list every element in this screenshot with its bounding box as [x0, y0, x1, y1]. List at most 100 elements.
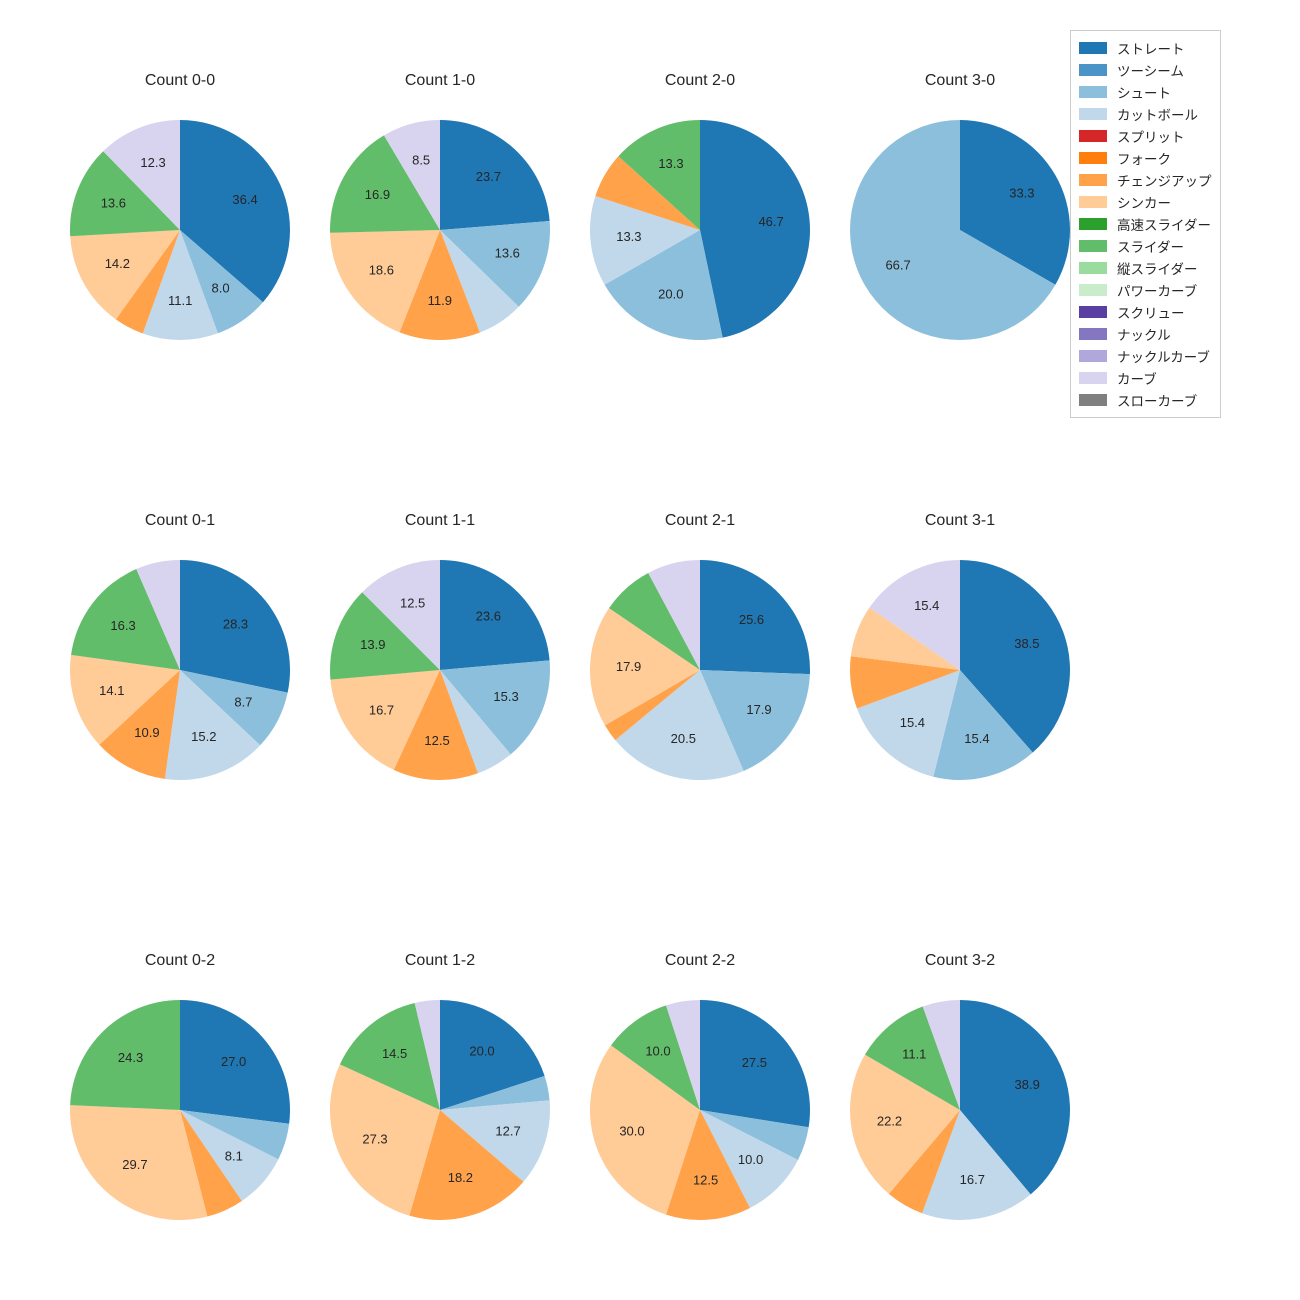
pie-value-label: 12.7: [495, 1123, 520, 1138]
pie-value-label: 20.0: [469, 1044, 494, 1059]
pie-value-label: 16.9: [365, 187, 390, 202]
legend-item: チェンジアップ: [1079, 169, 1212, 191]
legend-label: ナックルカーブ: [1117, 346, 1210, 366]
pie-value-label: 12.3: [140, 155, 165, 170]
chart-title: Count 1-0: [320, 72, 560, 90]
legend-swatch: [1079, 108, 1107, 120]
pie-value-label: 14.1: [99, 683, 124, 698]
legend-item: スクリュー: [1079, 301, 1212, 323]
legend-item: ナックル: [1079, 323, 1212, 345]
legend-label: フォーク: [1117, 148, 1171, 168]
legend-label: スプリット: [1117, 126, 1185, 146]
pie-value-label: 20.0: [658, 287, 683, 302]
legend-swatch: [1079, 240, 1107, 252]
pie-value-label: 8.5: [412, 152, 430, 167]
pie-value-label: 11.1: [902, 1046, 926, 1061]
pie-value-label: 14.5: [382, 1046, 407, 1061]
pie-value-label: 13.9: [360, 637, 385, 652]
pie-value-label: 25.6: [739, 612, 764, 627]
legend-swatch: [1079, 284, 1107, 296]
chart-title: Count 2-2: [580, 952, 820, 970]
pie-value-label: 18.6: [369, 262, 394, 277]
pie-value-label: 38.9: [1015, 1077, 1040, 1092]
pie-value-label: 13.6: [101, 196, 126, 211]
pie-value-label: 8.7: [234, 694, 252, 709]
legend-label: カットボール: [1117, 104, 1198, 124]
chart-title: Count 0-2: [60, 952, 300, 970]
legend-label: 高速スライダー: [1117, 214, 1211, 234]
legend-swatch: [1079, 218, 1107, 230]
legend-swatch: [1079, 130, 1107, 142]
pie-value-label: 12.5: [693, 1173, 718, 1188]
legend-item: 高速スライダー: [1079, 213, 1212, 235]
pie-chart: 46.720.013.313.3: [570, 100, 830, 360]
pie-value-label: 29.7: [122, 1157, 147, 1172]
legend-swatch: [1079, 372, 1107, 384]
legend-swatch: [1079, 152, 1107, 164]
pie-chart: 28.38.715.210.914.116.3: [50, 540, 310, 800]
pie-value-label: 12.5: [400, 595, 425, 610]
legend-item: ナックルカーブ: [1079, 345, 1212, 367]
pie-value-label: 10.0: [738, 1152, 763, 1167]
pie-slice: [700, 120, 810, 338]
chart-title: Count 3-1: [840, 512, 1080, 530]
pie-value-label: 8.0: [212, 280, 230, 295]
pie-chart: 38.9 16.7 22.2 11.1: [830, 980, 1090, 1240]
pie-wrapper: 38.9 16.7 22.2 11.1: [830, 980, 1070, 1220]
pie-value-label: 10.0: [645, 1044, 670, 1059]
chart-title: Count 0-1: [60, 512, 300, 530]
legend-swatch: [1079, 350, 1107, 362]
pie-value-label: 27.5: [742, 1055, 767, 1070]
pie-value-label: 16.7: [960, 1172, 985, 1187]
figure-stage: Count 0-0 36.4 8.0 11.1 14.2 13.6 12.3 Count 1-…: [0, 0, 1300, 1300]
chart-title: Count 2-0: [580, 72, 820, 90]
pie-wrapper: 33.366.7: [830, 100, 1070, 340]
pie-value-label: 22.2: [877, 1114, 902, 1129]
chart-title: Count 0-0: [60, 72, 300, 90]
legend-item: ストレート: [1079, 37, 1212, 59]
legend-label: パワーカーブ: [1117, 280, 1197, 300]
legend-swatch: [1079, 394, 1107, 406]
legend-item: カットボール: [1079, 103, 1212, 125]
pie-value-label: 16.3: [110, 618, 135, 633]
pie-value-label: 10.9: [134, 725, 159, 740]
legend-swatch: [1079, 306, 1107, 318]
legend-swatch: [1079, 174, 1107, 186]
pie-value-label: 23.6: [476, 609, 501, 624]
pie-value-label: 8.1: [225, 1149, 243, 1164]
legend-label: シンカー: [1117, 192, 1171, 212]
pie-value-label: 15.2: [191, 729, 216, 744]
legend-item: スローカーブ: [1079, 389, 1212, 411]
pie-value-label: 16.7: [369, 703, 394, 718]
legend-label: スクリュー: [1117, 302, 1185, 322]
chart-title: Count 2-1: [580, 512, 820, 530]
pie-value-label: 15.4: [900, 715, 925, 730]
pie-value-label: 13.3: [616, 229, 641, 244]
legend-label: カーブ: [1117, 368, 1157, 388]
legend-swatch: [1079, 196, 1107, 208]
pie-value-label: 36.4: [232, 192, 257, 207]
pie-wrapper: 27.5 10.0 12.5 30.0 10.0: [570, 980, 810, 1220]
pie-value-label: 15.4: [964, 731, 989, 746]
legend-item: ツーシーム: [1079, 59, 1212, 81]
pie-wrapper: 46.720.013.313.3: [570, 100, 810, 340]
legend-label: スライダー: [1117, 236, 1184, 256]
pie-value-label: 30.0: [619, 1124, 644, 1139]
legend-label: ナックル: [1117, 324, 1171, 344]
pie-value-label: 14.2: [105, 256, 130, 271]
legend-item: パワーカーブ: [1079, 279, 1212, 301]
legend-label: スローカーブ: [1117, 390, 1197, 410]
chart-title: Count 1-2: [320, 952, 560, 970]
pie-chart: 23.615.312.516.713.912.5: [310, 540, 570, 800]
pie-value-label: 13.6: [495, 246, 520, 261]
pie-chart: 27.08.129.724.3: [50, 980, 310, 1240]
legend-item: 縦スライダー: [1079, 257, 1212, 279]
chart-title: Count 3-0: [840, 72, 1080, 90]
legend-label: チェンジアップ: [1117, 170, 1212, 190]
pie-value-label: 18.2: [448, 1170, 473, 1185]
pie-chart: 38.515.415.415.4: [830, 540, 1090, 800]
pie-value-label: 13.3: [658, 156, 683, 171]
legend-item: シンカー: [1079, 191, 1212, 213]
chart-title: Count 1-1: [320, 512, 560, 530]
legend-item: スプリット: [1079, 125, 1212, 147]
